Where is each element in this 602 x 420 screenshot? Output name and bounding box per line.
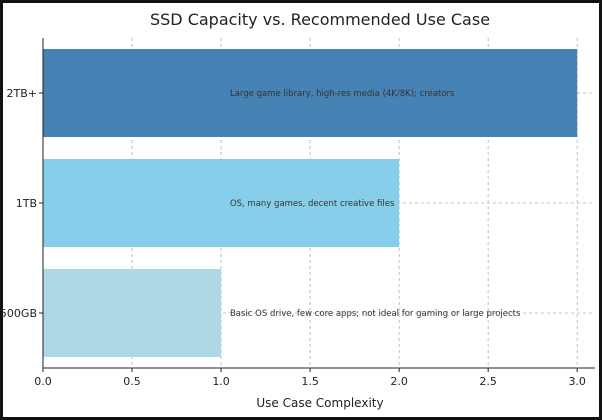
x-tick-label: 0.5 — [123, 375, 141, 388]
x-tick-label: 0.0 — [34, 375, 52, 388]
bars — [43, 49, 578, 357]
x-tick-label: 2.5 — [479, 375, 497, 388]
x-axis-label: Use Case Complexity — [256, 396, 383, 410]
bar-annotations: Basic OS drive, few core apps; not ideal… — [230, 89, 521, 319]
bar-500gb — [43, 269, 222, 357]
y-tick-label: 1TB — [16, 197, 37, 210]
x-tick-label: 2.0 — [390, 375, 408, 388]
x-tick-label: 3.0 — [568, 375, 586, 388]
chart-title: SSD Capacity vs. Recommended Use Case — [150, 10, 490, 29]
x-tick-label: 1.0 — [212, 375, 230, 388]
bar-1tb — [43, 159, 400, 247]
x-tick-label: 1.5 — [301, 375, 319, 388]
y-tick-label: 500GB — [0, 307, 37, 320]
bar-2tb — [43, 49, 578, 137]
bar-annotation: OS, many games, decent creative files — [230, 199, 395, 209]
y-tick-labels: 500GB 1TB 2TB+ — [0, 87, 37, 320]
axes — [39, 38, 595, 372]
bar-annotation: Basic OS drive, few core apps; not ideal… — [230, 309, 521, 319]
x-tick-labels: 0.0 0.5 1.0 1.5 2.0 2.5 3.0 — [34, 375, 586, 388]
bar-annotation: Large game library, high-res media (4K/8… — [230, 89, 455, 99]
y-tick-label: 2TB+ — [7, 87, 37, 100]
